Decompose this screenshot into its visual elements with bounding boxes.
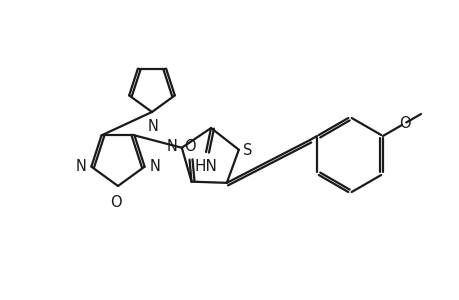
Text: O: O xyxy=(110,195,122,210)
Text: N: N xyxy=(147,119,158,134)
Text: HN: HN xyxy=(194,159,217,174)
Text: N: N xyxy=(75,159,86,174)
Text: S: S xyxy=(242,143,252,158)
Text: N: N xyxy=(149,159,160,174)
Text: O: O xyxy=(183,139,195,154)
Text: O: O xyxy=(398,116,409,131)
Text: N: N xyxy=(167,139,178,154)
